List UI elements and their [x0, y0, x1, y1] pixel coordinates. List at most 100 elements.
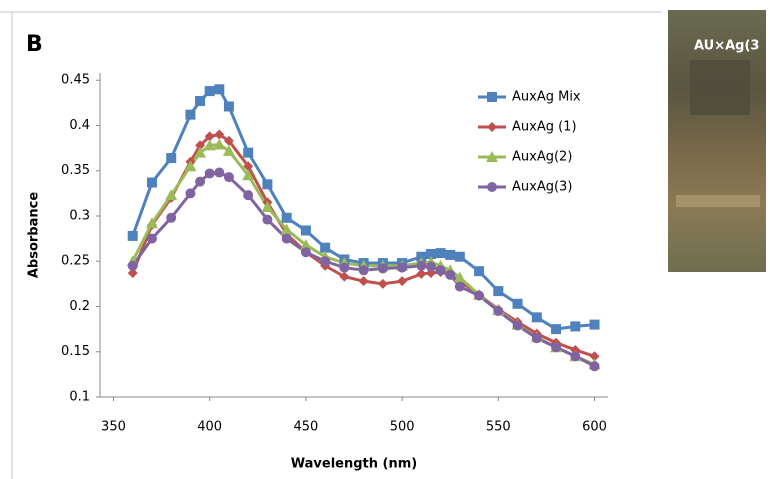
marker [425, 261, 436, 272]
x-tick-label: 600 [582, 420, 607, 435]
y-tick-label: 0.15 [61, 344, 90, 359]
y-tick-label: 0.2 [69, 299, 90, 314]
marker [243, 161, 254, 172]
legend-label: AuxAg(2) [512, 150, 572, 165]
marker [589, 361, 600, 372]
marker [195, 96, 206, 107]
marker [320, 256, 331, 267]
series-line [131, 132, 595, 358]
marker [358, 276, 369, 287]
marker [184, 160, 197, 172]
marker [570, 351, 581, 362]
x-tick-label: 500 [390, 420, 415, 435]
marker [194, 146, 207, 158]
marker [165, 189, 178, 201]
marker [531, 312, 542, 323]
marker [474, 290, 485, 301]
marker [416, 260, 427, 271]
marker [214, 167, 225, 178]
legend-marker [487, 92, 497, 102]
marker [195, 176, 206, 187]
marker [435, 265, 446, 276]
marker [493, 306, 504, 317]
y-tick-label: 0.3 [69, 208, 90, 223]
y-tick-label: 0.45 [61, 73, 90, 88]
marker [570, 321, 581, 332]
marker [397, 262, 408, 273]
marker [454, 251, 465, 262]
x-tick-label: 550 [486, 420, 511, 435]
marker [339, 262, 350, 273]
marker [281, 212, 292, 223]
marker [339, 271, 350, 282]
marker [204, 86, 215, 97]
marker [146, 177, 157, 188]
marker [223, 172, 234, 183]
marker [551, 342, 562, 353]
legend-marker [486, 151, 498, 162]
x-tick-label: 450 [293, 420, 318, 435]
legend-label: AuxAg(3) [512, 180, 572, 195]
y-tick-label: 0.4 [69, 118, 90, 133]
marker [377, 263, 388, 274]
marker [425, 249, 436, 260]
marker [453, 271, 466, 283]
marker [127, 230, 138, 241]
x-tick-label: 350 [101, 420, 126, 435]
marker [222, 144, 235, 156]
marker [127, 268, 138, 279]
marker [474, 266, 485, 277]
marker [145, 217, 158, 229]
marker [358, 265, 369, 276]
legend-label: AuxAg Mix [512, 90, 581, 105]
marker [214, 129, 225, 140]
marker [185, 188, 196, 199]
marker [299, 238, 312, 250]
marker [512, 298, 523, 309]
marker [166, 212, 177, 223]
marker [300, 225, 311, 236]
marker [243, 190, 254, 201]
marker [203, 139, 216, 151]
photo-detail [690, 60, 750, 115]
marker [195, 140, 206, 151]
marker [261, 200, 274, 212]
marker [262, 214, 273, 225]
marker [281, 233, 292, 244]
marker [445, 249, 456, 260]
x-tick-label: 400 [197, 420, 222, 435]
marker [377, 278, 388, 289]
marker [512, 320, 523, 331]
marker [589, 319, 600, 330]
marker [589, 351, 600, 362]
marker [445, 269, 456, 280]
marker [146, 233, 157, 244]
panel-label: B [26, 32, 43, 57]
photo-detail [676, 195, 760, 207]
marker [242, 169, 255, 181]
x-axis-label: Wavelength (nm) [291, 457, 417, 472]
marker [243, 147, 254, 158]
marker [300, 247, 311, 258]
marker [435, 248, 446, 259]
marker [280, 223, 293, 235]
marker [127, 260, 138, 271]
y-tick-label: 0.25 [61, 254, 90, 269]
marker [454, 281, 465, 292]
marker [551, 324, 562, 335]
legend-marker [487, 122, 497, 132]
y-tick-label: 0.1 [69, 390, 90, 405]
photo-label: AU×Ag(3 [694, 39, 759, 54]
marker [320, 242, 331, 253]
y-axis-label: Absorbance [27, 192, 42, 278]
marker [416, 251, 427, 262]
marker [223, 135, 234, 146]
marker [493, 286, 504, 297]
photo [668, 10, 766, 272]
marker [397, 276, 408, 287]
legend-label: AuxAg (1) [512, 120, 577, 135]
marker [166, 153, 177, 164]
marker [416, 268, 427, 279]
marker [531, 333, 542, 344]
